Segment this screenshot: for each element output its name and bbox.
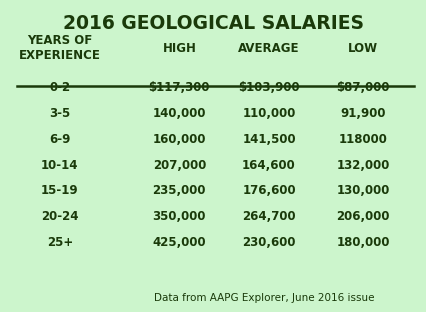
Text: 110,000: 110,000 xyxy=(242,107,295,120)
Text: 10-14: 10-14 xyxy=(41,158,78,172)
Text: LOW: LOW xyxy=(347,42,377,55)
Text: 264,700: 264,700 xyxy=(242,210,295,223)
Text: $103,900: $103,900 xyxy=(238,81,299,94)
Text: 176,600: 176,600 xyxy=(242,184,295,197)
Text: 130,000: 130,000 xyxy=(336,184,389,197)
Text: 235,000: 235,000 xyxy=(152,184,206,197)
Text: 207,000: 207,000 xyxy=(153,158,206,172)
Text: 132,000: 132,000 xyxy=(336,158,389,172)
Text: 15-19: 15-19 xyxy=(41,184,78,197)
Text: AVERAGE: AVERAGE xyxy=(238,42,299,55)
Text: $117,300: $117,300 xyxy=(148,81,210,94)
Text: Data from AAPG Explorer, June 2016 issue: Data from AAPG Explorer, June 2016 issue xyxy=(154,293,374,303)
Text: 6-9: 6-9 xyxy=(49,133,70,146)
Text: 164,600: 164,600 xyxy=(242,158,295,172)
Text: 206,000: 206,000 xyxy=(335,210,389,223)
Text: 3-5: 3-5 xyxy=(49,107,70,120)
Text: 91,900: 91,900 xyxy=(340,107,385,120)
Text: 20-24: 20-24 xyxy=(41,210,78,223)
Text: 140,000: 140,000 xyxy=(152,107,206,120)
Text: 230,600: 230,600 xyxy=(242,236,295,249)
Text: 350,000: 350,000 xyxy=(152,210,206,223)
Text: 2016 GEOLOGICAL SALARIES: 2016 GEOLOGICAL SALARIES xyxy=(63,14,363,33)
Text: HIGH: HIGH xyxy=(162,42,196,55)
Text: 25+: 25+ xyxy=(46,236,73,249)
Text: 118000: 118000 xyxy=(338,133,386,146)
Text: 425,000: 425,000 xyxy=(152,236,206,249)
Text: 0-2: 0-2 xyxy=(49,81,70,94)
Text: 160,000: 160,000 xyxy=(152,133,206,146)
Text: 180,000: 180,000 xyxy=(335,236,389,249)
Text: $87,000: $87,000 xyxy=(335,81,389,94)
Text: YEARS OF
EXPERIENCE: YEARS OF EXPERIENCE xyxy=(19,34,101,62)
Text: 141,500: 141,500 xyxy=(242,133,295,146)
